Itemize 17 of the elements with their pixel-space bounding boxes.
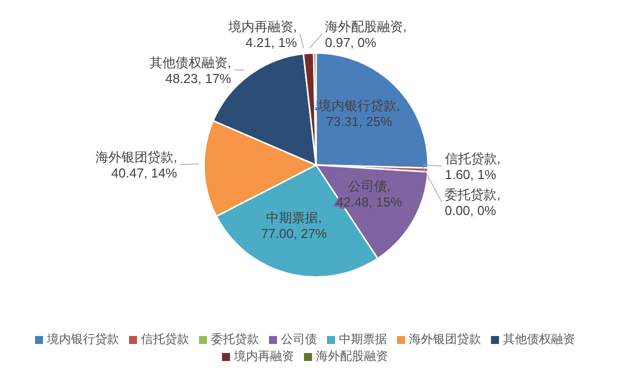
legend-label: 信托贷款 — [141, 332, 189, 346]
data-label: 其他债权融资, 48.23, 17% — [150, 55, 232, 86]
data-label: 境内再融资, 4.21, 1% — [227, 19, 298, 50]
data-label: 海外配股融资, 0.97, 0% — [325, 19, 407, 50]
text: 委托贷款, 0.00, 0% — [444, 186, 500, 218]
data-label: 中期票据, 77.00, 27% — [261, 210, 328, 242]
legend-label: 公司债 — [281, 332, 317, 346]
legend-label: 其他债权融资 — [503, 332, 575, 346]
data-label: 信托贷款, 1.60, 1% — [444, 150, 500, 182]
data-label: 境内银行贷款, 73.31, 25% — [317, 98, 400, 130]
legend-label: 境内再融资 — [234, 349, 294, 363]
legend-label: 海外配股融资 — [316, 349, 388, 363]
legend-label: 委托贷款 — [211, 332, 259, 346]
data-label: 海外银团贷款, 40.47, 14% — [95, 150, 178, 181]
legend-label: 中期票据 — [339, 332, 387, 346]
legend-label: 海外银团贷款 — [409, 332, 481, 346]
legend-label: 境内银行贷款 — [47, 332, 119, 346]
